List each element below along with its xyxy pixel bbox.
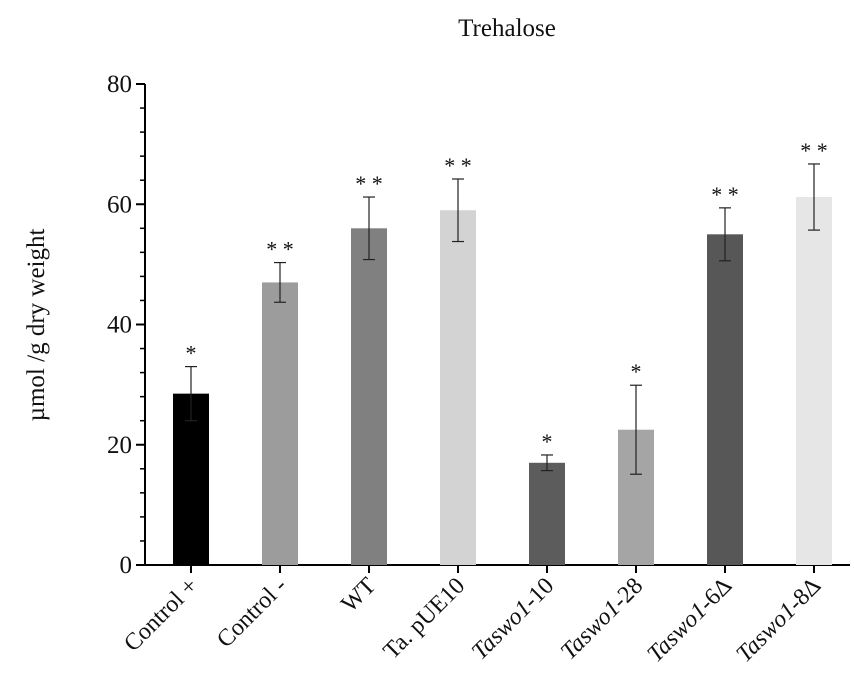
bar	[173, 393, 209, 565]
y-tick-label: 40	[107, 312, 132, 339]
chart-title: Trehalose	[458, 15, 556, 42]
plot-area: 0 20 40 60 80 * Control + * * Control - * * WT * * T…	[107, 71, 850, 668]
bar	[707, 234, 743, 565]
significance-marker: * *	[266, 237, 294, 262]
significance-marker: * *	[800, 138, 828, 163]
y-axis-label: µmol /g dry weight	[23, 229, 50, 422]
x-tick-label: Taswo1-6Δ	[643, 573, 738, 668]
significance-marker: * *	[711, 182, 739, 207]
x-tick-label: Control -	[212, 573, 292, 653]
x-tick-label: Taswo1-8Δ	[732, 573, 827, 668]
bar	[529, 462, 565, 565]
y-tick-label: 60	[107, 191, 132, 218]
x-tick-label: Ta. pUE10	[379, 573, 471, 665]
bar	[440, 210, 476, 565]
x-tick-label: WT	[336, 573, 381, 618]
bar	[262, 282, 298, 565]
y-tick-label: 80	[107, 71, 132, 98]
significance-marker: * *	[444, 153, 472, 178]
significance-marker: * *	[355, 171, 383, 196]
x-tick-label: Control +	[119, 573, 203, 657]
x-tick-label: Taswo1-28	[556, 573, 648, 665]
significance-marker: *	[186, 341, 197, 366]
significance-marker: *	[631, 359, 642, 384]
bar	[796, 197, 832, 565]
x-tick-label: Taswo1-10	[467, 573, 559, 665]
y-tick-label: 20	[107, 432, 132, 459]
y-tick-label: 0	[120, 552, 133, 579]
bar	[351, 228, 387, 566]
significance-marker: *	[542, 429, 553, 454]
